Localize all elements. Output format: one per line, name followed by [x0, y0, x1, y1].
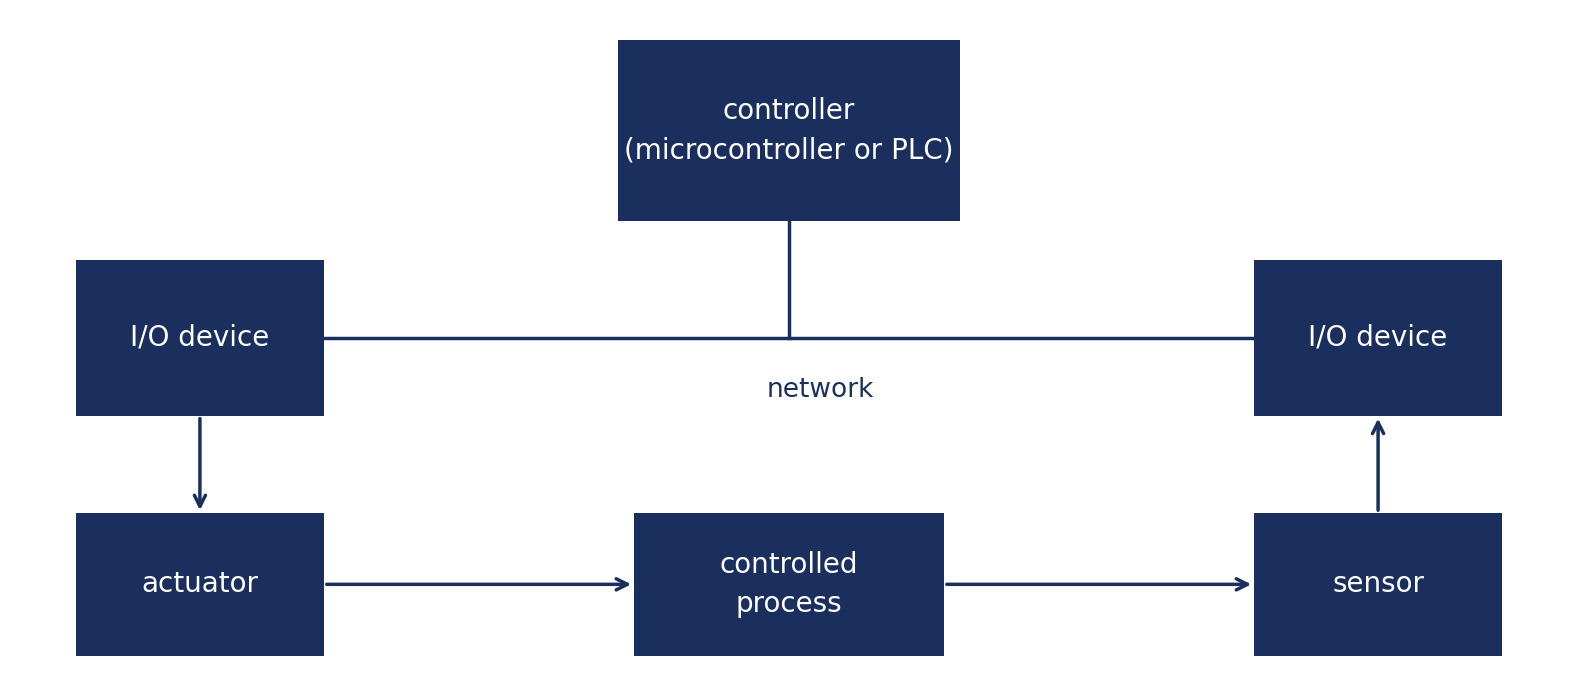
- Text: sensor: sensor: [1332, 571, 1423, 598]
- FancyBboxPatch shape: [76, 513, 323, 656]
- Text: I/O device: I/O device: [131, 324, 270, 352]
- Text: controlled
process: controlled process: [720, 551, 858, 618]
- FancyBboxPatch shape: [634, 513, 944, 656]
- FancyBboxPatch shape: [1255, 513, 1502, 656]
- Text: controller
(microcontroller or PLC): controller (microcontroller or PLC): [625, 97, 953, 164]
- FancyBboxPatch shape: [76, 260, 323, 416]
- Text: I/O device: I/O device: [1308, 324, 1447, 352]
- Text: actuator: actuator: [142, 571, 259, 598]
- Text: network: network: [767, 377, 874, 403]
- FancyBboxPatch shape: [619, 40, 959, 221]
- FancyBboxPatch shape: [1255, 260, 1502, 416]
